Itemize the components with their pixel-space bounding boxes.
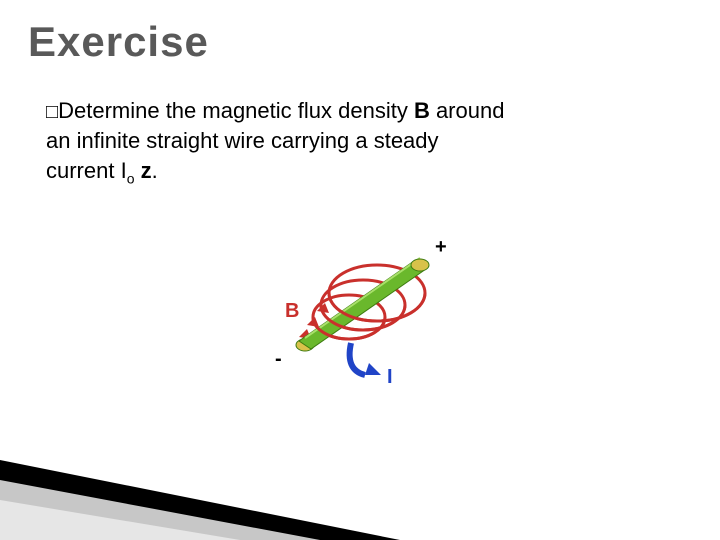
body-line3a: current I [46,158,127,183]
body-text: □Determine the magnetic flux density B a… [46,96,680,188]
period: . [152,158,158,183]
minus-label: - [275,348,282,370]
symbol-z: z [141,158,152,183]
plus-label: + [435,236,447,258]
corner-wedge [0,450,400,540]
slide-title: Exercise [28,18,209,66]
i-label: I [387,366,393,388]
current-arrow [350,343,381,375]
symbol-B: B [414,98,430,123]
wire-diagram: + - B I [255,225,465,400]
body-line1-rest: the magnetic flux density [160,98,414,123]
body-line1-end: around [430,98,505,123]
bullet-icon: □ [46,101,58,123]
b-label: B [285,300,299,322]
body-line2: an infinite straight wire carrying a ste… [46,128,439,153]
body-prefix: Determine [58,98,159,123]
subscript-o: o [127,170,135,186]
